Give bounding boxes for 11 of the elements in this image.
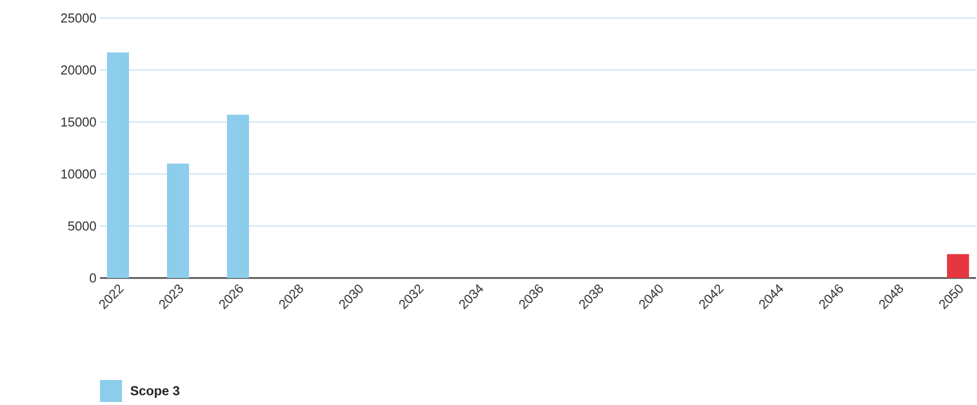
y-tick-label: 10000 (61, 169, 96, 179)
bar (167, 164, 190, 278)
y-tick-label: 0 (90, 273, 96, 283)
bar (227, 114, 250, 278)
bar (947, 254, 970, 278)
legend-label: Scope 3 (130, 386, 180, 398)
y-tick-label: 5000 (68, 221, 96, 231)
y-tick-label: 15000 (61, 117, 96, 127)
y-tick-label: 25000 (61, 13, 96, 23)
y-tick-label: 20000 (61, 65, 96, 75)
bar (107, 52, 129, 278)
